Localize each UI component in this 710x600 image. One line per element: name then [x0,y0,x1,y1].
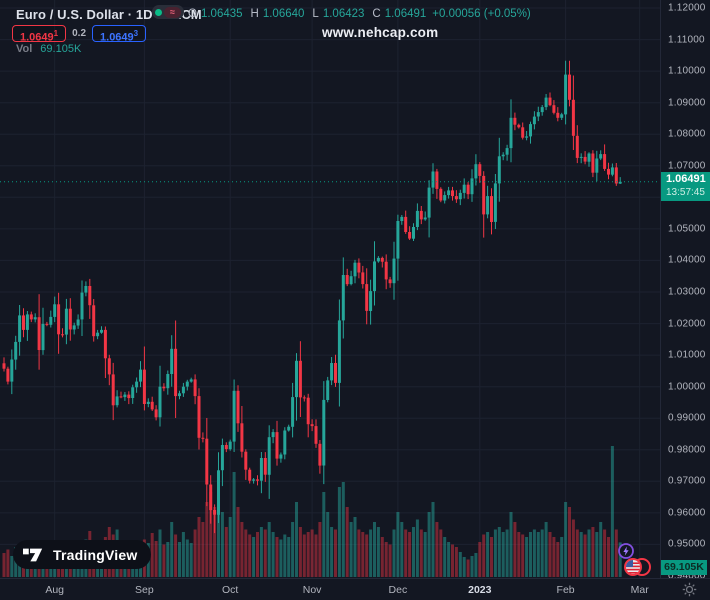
last-price-value: 1.06491 [666,172,706,185]
price-tick-label: 1.02000 [668,318,706,330]
tradingview-logo[interactable]: TradingView [13,540,152,569]
tradingview-mark-icon [23,548,43,561]
price-tick-label: 1.09000 [668,97,706,109]
close-value: 1.06491 [384,8,427,20]
low-label: L [312,8,319,20]
bar-countdown: 13:57:45 [666,186,705,198]
time-tick-label: Sep [135,583,154,596]
volume-axis-badge: 69.105K [661,560,707,575]
price-tick-label: 0.98000 [668,444,706,456]
time-tick-label: Nov [302,583,322,596]
price-tick-label: 1.05000 [668,223,706,235]
price-tick-label: 1.08000 [668,128,706,140]
time-axis[interactable]: Aug Sep Oct Nov Dec 2023 Feb Mar [0,578,710,600]
economic-event-flag-icon[interactable] [624,558,651,576]
main-chart[interactable] [0,0,660,578]
time-tick-label: Mar [630,583,649,596]
watermark-text: www.nehcap.com [322,25,439,40]
close-label: C [372,8,381,20]
volume-value: 69.105K [40,43,82,55]
candles-layer [2,60,622,534]
price-tick-label: 0.97000 [668,475,706,487]
event-markers [618,543,651,576]
time-tick-label: Oct [222,583,239,596]
price-tick-label: 0.94000 [668,570,706,582]
ohlc-readout: O 1.06435 H 1.06640 L 1.06423 C 1.06491 +0.0… [188,8,531,20]
price-tick-label: 0.95000 [668,538,706,550]
open-label: O [188,8,197,20]
time-tick-label: Aug [45,583,65,596]
last-price-badge: 1.06491 13:57:45 [661,171,710,201]
time-tick-label: Feb [556,583,575,596]
tradingview-logo-text: TradingView [53,546,138,563]
price-axis[interactable]: 1.06491 13:57:45 69.105K 0.94000 0.95000 0… [660,0,710,582]
time-tick-label: Dec [388,583,408,596]
price-tick-label: 1.04000 [668,254,706,266]
lagging-data-icon: ≈ [164,6,181,18]
price-tick-label: 1.03000 [668,286,706,298]
change-value: +0.00056 (+0.05%) [432,8,531,20]
volume-label: Vol [16,43,33,55]
price-tick-label: 1.11000 [668,34,705,46]
market-open-dot-icon [155,8,162,16]
bid-ask-row: 1.06491 0.2 1.06493 [12,25,147,44]
price-tick-label: 1.12000 [668,2,706,14]
low-value: 1.06423 [322,8,365,20]
high-label: H [250,8,259,20]
sell-bid-button[interactable]: 1.06491 [12,25,67,44]
market-status-toggle[interactable]: ≈ [152,5,184,19]
price-tick-label: 0.99000 [668,412,706,424]
flash-event-icon[interactable] [618,543,634,559]
price-tick-label: 1.01000 [668,349,706,361]
price-tick-label: 1.10000 [668,65,706,77]
price-tick-label: 0.96000 [668,507,706,519]
volume-readout: Vol 69.105K [16,43,81,55]
buy-ask-button[interactable]: 1.06493 [92,25,147,44]
high-value: 1.06640 [262,8,305,20]
price-tick-label: 1.07000 [668,160,706,172]
grid-layer [0,0,660,578]
axis-settings-gear-icon[interactable] [682,582,697,597]
spread-value: 0.2 [72,28,87,39]
time-tick-label: 2023 [468,583,492,596]
price-tick-label: 1.00000 [668,381,706,393]
open-value: 1.06435 [200,8,243,20]
